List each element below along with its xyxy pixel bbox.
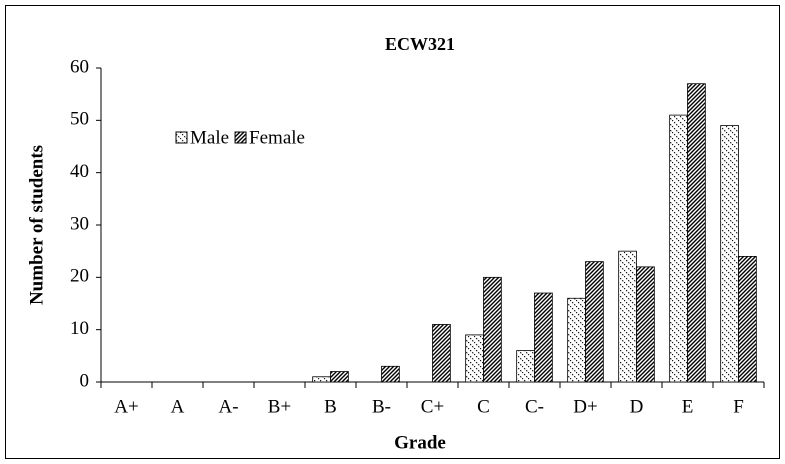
legend-label: Female: [249, 127, 305, 148]
y-tick-label: 20: [70, 266, 89, 287]
bar: [465, 334, 484, 383]
bar: [669, 114, 688, 383]
x-tick-label: C: [477, 396, 490, 417]
y-tick-label: 40: [70, 161, 89, 182]
y-tick-label: 50: [70, 109, 89, 130]
legend-label: Male: [190, 127, 229, 148]
bar: [720, 125, 739, 383]
x-tick-label: A+: [114, 396, 138, 417]
frame: [5, 5, 780, 459]
x-tick-label: A: [171, 396, 185, 417]
bar: [567, 297, 586, 383]
x-tick-label: B-: [372, 396, 391, 417]
bar: [516, 350, 535, 383]
y-tick-label: 30: [70, 213, 89, 234]
bar: [330, 371, 349, 383]
x-axis-label: Grade: [394, 432, 446, 453]
legend-swatch: [234, 131, 247, 144]
y-tick-label: 0: [80, 370, 90, 391]
x-tick-label: B+: [268, 396, 291, 417]
bar: [534, 292, 553, 383]
bar: [738, 255, 757, 383]
bar: [381, 365, 400, 383]
x-tick-label: E: [682, 396, 694, 417]
bar: [636, 266, 655, 383]
x-tick-label: F: [733, 396, 744, 417]
x-tick-label: D: [630, 396, 644, 417]
x-tick-label: C-: [525, 396, 544, 417]
x-tick-label: D+: [573, 396, 597, 417]
bar: [432, 324, 451, 383]
x-tick-label: C+: [421, 396, 444, 417]
bar: [483, 276, 502, 383]
y-tick-label: 10: [70, 318, 89, 339]
bar: [585, 261, 604, 383]
x-tick-label: B: [324, 396, 337, 417]
chart-title: ECW321: [385, 34, 455, 54]
legend-swatch: [175, 131, 188, 144]
bar: [618, 250, 637, 383]
bar: [687, 83, 706, 383]
y-axis-label: Number of students: [26, 145, 47, 305]
bar: [312, 376, 331, 383]
x-tick-label: A-: [218, 396, 238, 417]
y-tick-label: 60: [70, 56, 89, 77]
